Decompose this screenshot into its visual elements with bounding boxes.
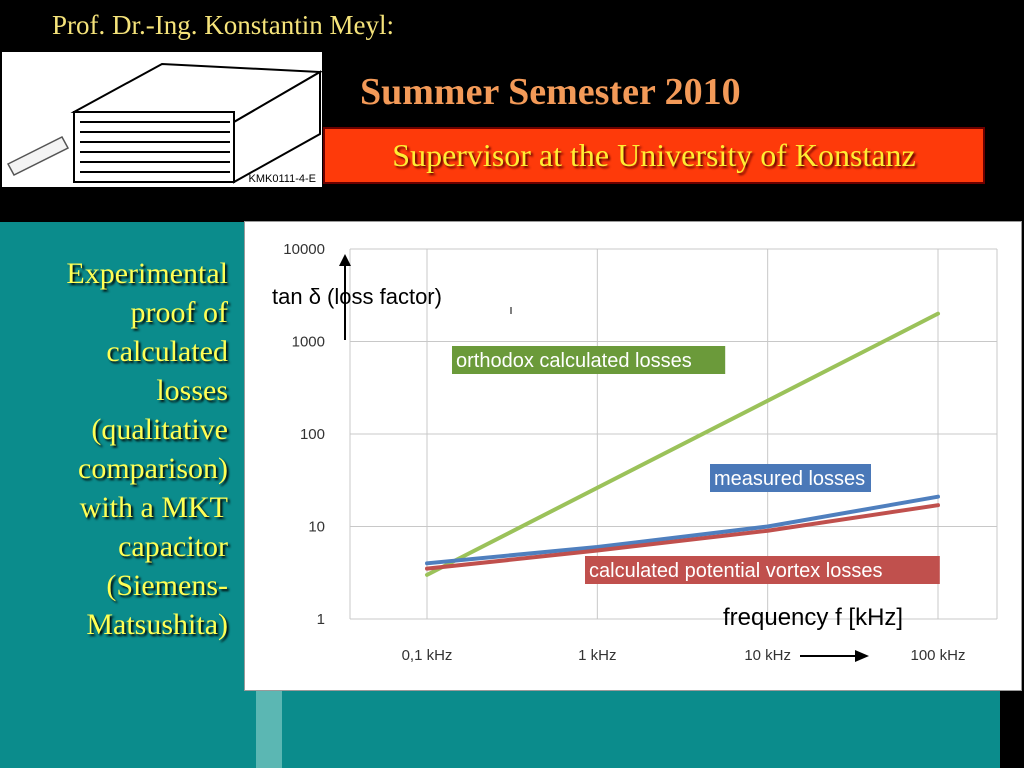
decorative-strip: [256, 686, 282, 768]
loss-factor-chart: 10000 1000 100 10 1 0,1 kHz 1 kHz 10 kHz 100 kHz…: [244, 221, 1022, 691]
description-line: (Siemens-: [106, 569, 228, 602]
series-line-0: [425, 311, 940, 577]
x-tick-label: 1 kHz: [578, 647, 616, 664]
series-label-box-1: [710, 464, 871, 492]
description-line: proof of: [130, 296, 228, 329]
y-axis-label: tan δ (loss factor): [272, 284, 442, 309]
series-label-box-0: [452, 346, 726, 374]
y-axis-arrowhead: [339, 254, 351, 266]
mkt-capacitor-illustration: KMK0111-4-E: [2, 52, 324, 187]
y-tick-label: 1000: [292, 334, 325, 351]
supervisor-banner: Supervisor at the University of Konstanz: [323, 127, 985, 184]
y-tick-label: 10000: [283, 241, 325, 258]
x-tick-label: 10 kHz: [744, 647, 791, 664]
description-line: Experimental: [66, 257, 228, 290]
y-tick-label: 100: [300, 426, 325, 443]
description-line: (qualitative: [91, 413, 228, 446]
y-tick-label: 1: [317, 611, 325, 628]
description-text: Experimental proof of calculated losses …: [4, 254, 228, 644]
description-line: with a MKT: [79, 491, 228, 524]
chart-canvas: 10000 1000 100 10 1 0,1 kHz 1 kHz 10 kHz 100 kHz…: [272, 241, 998, 664]
series-label-0: orthodox calculated losses: [456, 350, 692, 372]
image-code-label: KMK0111-4-E: [248, 173, 316, 185]
description-line: losses: [156, 374, 228, 407]
x-axis-arrowhead: [855, 650, 869, 662]
description-line: calculated: [106, 335, 228, 368]
description-line: capacitor: [118, 530, 228, 563]
series-label-1: measured losses: [714, 468, 865, 490]
series-line-2: [425, 503, 940, 571]
author-heading: Prof. Dr.-Ing. Konstantin Meyl:: [52, 10, 394, 40]
capacitor-drawing: [6, 62, 324, 184]
series-label-box-2: [585, 556, 940, 584]
x-axis-label: frequency f [kHz]: [723, 604, 903, 631]
series-label-2: calculated potential vortex losses: [589, 560, 883, 582]
description-line: comparison): [78, 452, 228, 485]
description-line: Matsushita): [86, 608, 228, 641]
y-tick-label: 10: [308, 519, 325, 536]
series-line-1: [425, 494, 940, 566]
semester-title: Summer Semester 2010: [360, 71, 741, 113]
x-tick-label: 100 kHz: [910, 647, 965, 664]
x-tick-label: 0,1 kHz: [402, 647, 453, 664]
